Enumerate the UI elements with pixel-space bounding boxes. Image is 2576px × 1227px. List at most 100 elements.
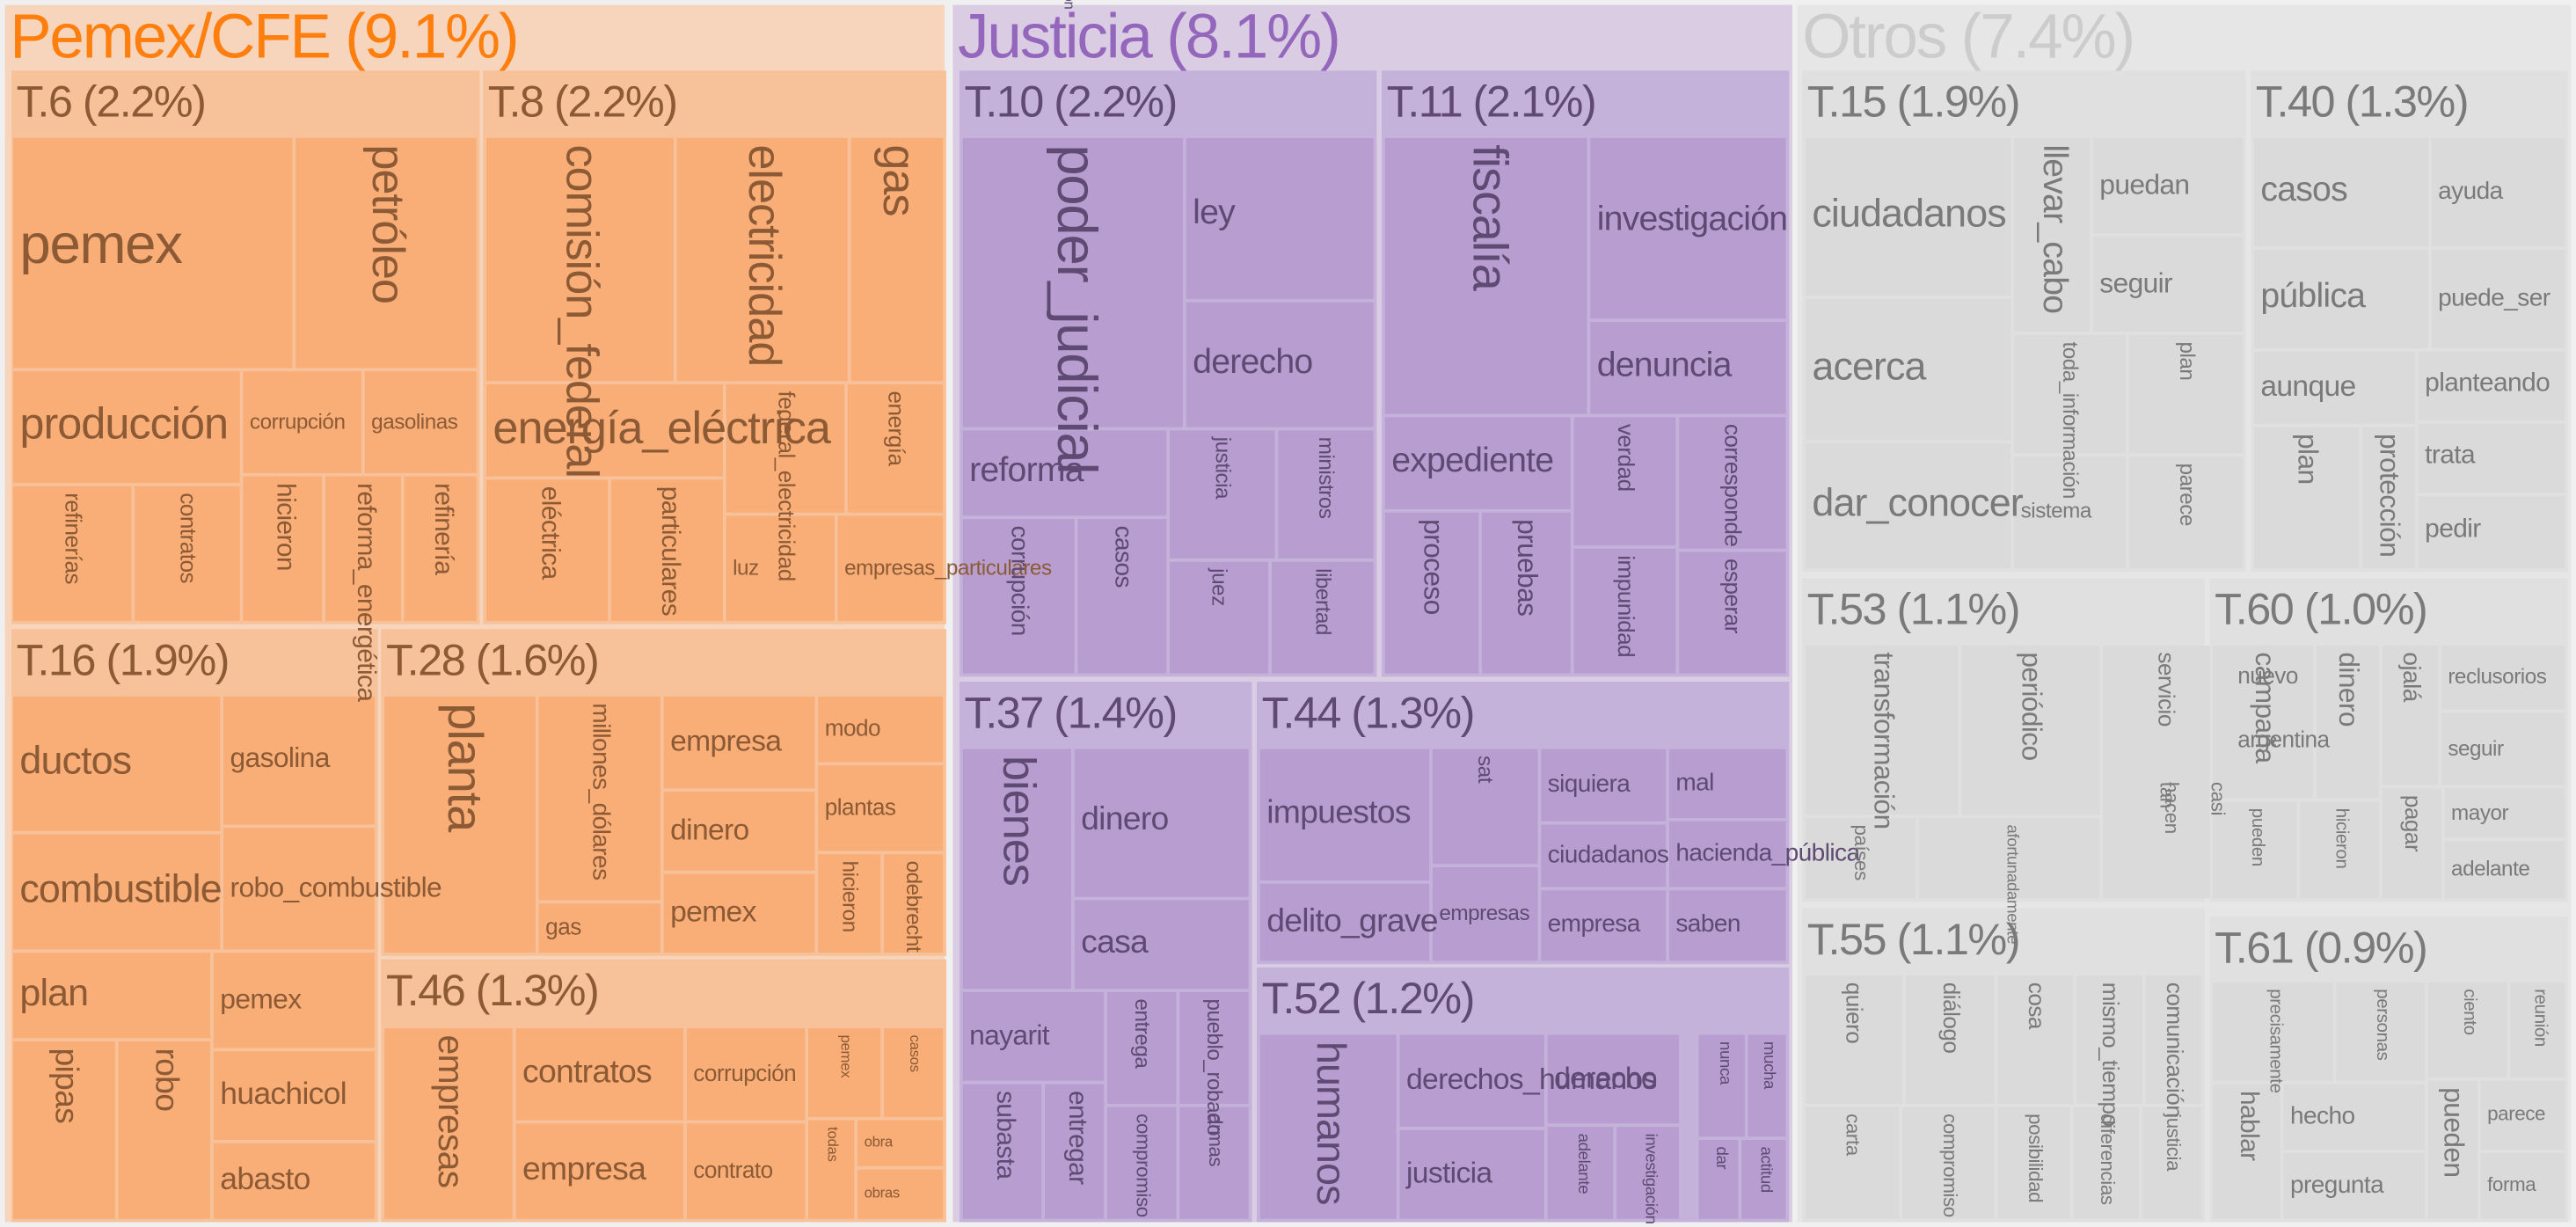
term-tile[interactable] — [2418, 495, 2565, 569]
term-tile[interactable] — [2128, 334, 2243, 454]
term-tile[interactable] — [135, 486, 240, 621]
term-tile[interactable] — [1805, 645, 1959, 815]
term-tile[interactable] — [1399, 1034, 1544, 1128]
term-tile[interactable] — [610, 479, 723, 621]
term-tile[interactable] — [384, 696, 536, 953]
term-tile[interactable] — [2142, 1106, 2202, 1219]
term-tile[interactable] — [2283, 1152, 2426, 1219]
term-tile[interactable] — [1045, 1084, 1105, 1219]
term-tile[interactable] — [2014, 137, 2091, 332]
term-tile[interactable] — [818, 854, 881, 953]
term-tile[interactable] — [2418, 423, 2565, 493]
term-tile[interactable] — [1259, 883, 1430, 961]
term-tile[interactable] — [2092, 236, 2243, 332]
term-tile[interactable] — [2213, 982, 2333, 1081]
term-tile[interactable] — [515, 1028, 684, 1121]
term-tile[interactable] — [2213, 1084, 2280, 1219]
term-tile[interactable] — [2427, 1080, 2477, 1219]
term-tile[interactable] — [2431, 249, 2565, 348]
term-tile[interactable] — [1541, 749, 1667, 822]
term-tile[interactable] — [12, 486, 132, 621]
term-tile[interactable] — [1541, 824, 1667, 887]
term-tile[interactable] — [1384, 512, 1479, 674]
term-tile[interactable] — [2441, 645, 2565, 710]
term-tile[interactable] — [2382, 645, 2439, 785]
term-tile[interactable] — [1590, 322, 1786, 414]
term-tile[interactable] — [213, 1143, 375, 1219]
term-tile[interactable] — [2441, 712, 2565, 785]
term-tile[interactable] — [663, 696, 815, 789]
term-tile[interactable] — [1170, 430, 1275, 559]
term-tile[interactable] — [1179, 1106, 1249, 1219]
term-tile[interactable] — [213, 953, 375, 1048]
term-tile[interactable] — [2076, 975, 2142, 1104]
term-tile[interactable] — [1481, 512, 1571, 674]
term-tile[interactable] — [1805, 298, 2011, 441]
term-tile[interactable] — [1384, 137, 1587, 414]
term-tile[interactable] — [1997, 1106, 2070, 1219]
term-tile[interactable] — [686, 1123, 806, 1219]
term-tile[interactable] — [1259, 749, 1430, 880]
term-tile[interactable] — [1074, 900, 1249, 990]
term-tile[interactable] — [663, 792, 815, 871]
term-tile[interactable] — [1170, 561, 1269, 674]
term-tile[interactable] — [1748, 1034, 1786, 1137]
term-tile[interactable] — [538, 903, 660, 953]
term-tile[interactable] — [2253, 249, 2428, 348]
term-tile[interactable] — [1573, 417, 1676, 546]
term-tile[interactable] — [2253, 427, 2360, 569]
term-tile[interactable] — [1573, 548, 1676, 674]
term-tile[interactable] — [404, 476, 477, 621]
term-tile[interactable] — [1590, 137, 1786, 319]
term-tile[interactable] — [296, 137, 477, 369]
term-tile[interactable] — [2444, 788, 2565, 838]
term-tile[interactable] — [12, 371, 240, 484]
term-tile[interactable] — [1668, 890, 1786, 961]
term-tile[interactable] — [686, 1028, 806, 1121]
term-tile[interactable] — [1107, 1106, 1177, 1219]
term-tile[interactable] — [962, 430, 1167, 516]
term-tile[interactable] — [12, 696, 221, 831]
term-tile[interactable] — [1077, 519, 1167, 674]
term-tile[interactable] — [818, 765, 944, 851]
term-tile[interactable] — [2213, 645, 2314, 799]
term-tile[interactable] — [12, 834, 221, 950]
term-tile[interactable] — [1679, 551, 1786, 674]
term-tile[interactable] — [2427, 982, 2507, 1078]
term-tile[interactable] — [2253, 351, 2415, 424]
term-tile[interactable] — [243, 476, 323, 621]
term-tile[interactable] — [1278, 430, 1374, 559]
term-tile[interactable] — [962, 1084, 1042, 1219]
term-tile[interactable] — [364, 371, 477, 473]
term-tile[interactable] — [1741, 1140, 1786, 1219]
term-tile[interactable] — [325, 476, 401, 621]
term-tile[interactable] — [485, 383, 723, 477]
term-tile[interactable] — [857, 1120, 944, 1166]
term-tile[interactable] — [223, 828, 375, 950]
term-tile[interactable] — [485, 137, 674, 382]
term-tile[interactable] — [1186, 302, 1374, 427]
term-tile[interactable] — [1668, 749, 1786, 819]
term-tile[interactable] — [847, 383, 944, 513]
term-tile[interactable] — [1616, 1127, 1680, 1219]
term-tile[interactable] — [808, 1120, 855, 1219]
term-tile[interactable] — [1384, 417, 1571, 509]
term-tile[interactable] — [1271, 561, 1374, 674]
term-tile[interactable] — [384, 1028, 513, 1219]
term-tile[interactable] — [223, 696, 375, 825]
term-tile[interactable] — [962, 137, 1183, 427]
term-tile[interactable] — [1547, 1034, 1680, 1124]
term-tile[interactable] — [1074, 749, 1249, 897]
term-tile[interactable] — [1399, 1129, 1544, 1219]
term-tile[interactable] — [808, 1028, 881, 1117]
term-tile[interactable] — [663, 873, 815, 953]
term-tile[interactable] — [2431, 137, 2565, 247]
term-tile[interactable] — [2362, 427, 2415, 569]
term-tile[interactable] — [883, 854, 944, 953]
term-tile[interactable] — [1668, 821, 1786, 887]
term-tile[interactable] — [2418, 351, 2565, 421]
term-tile[interactable] — [538, 696, 660, 901]
term-tile[interactable] — [1698, 1034, 1745, 1137]
term-tile[interactable] — [2092, 137, 2243, 234]
term-tile[interactable] — [2014, 456, 2127, 569]
